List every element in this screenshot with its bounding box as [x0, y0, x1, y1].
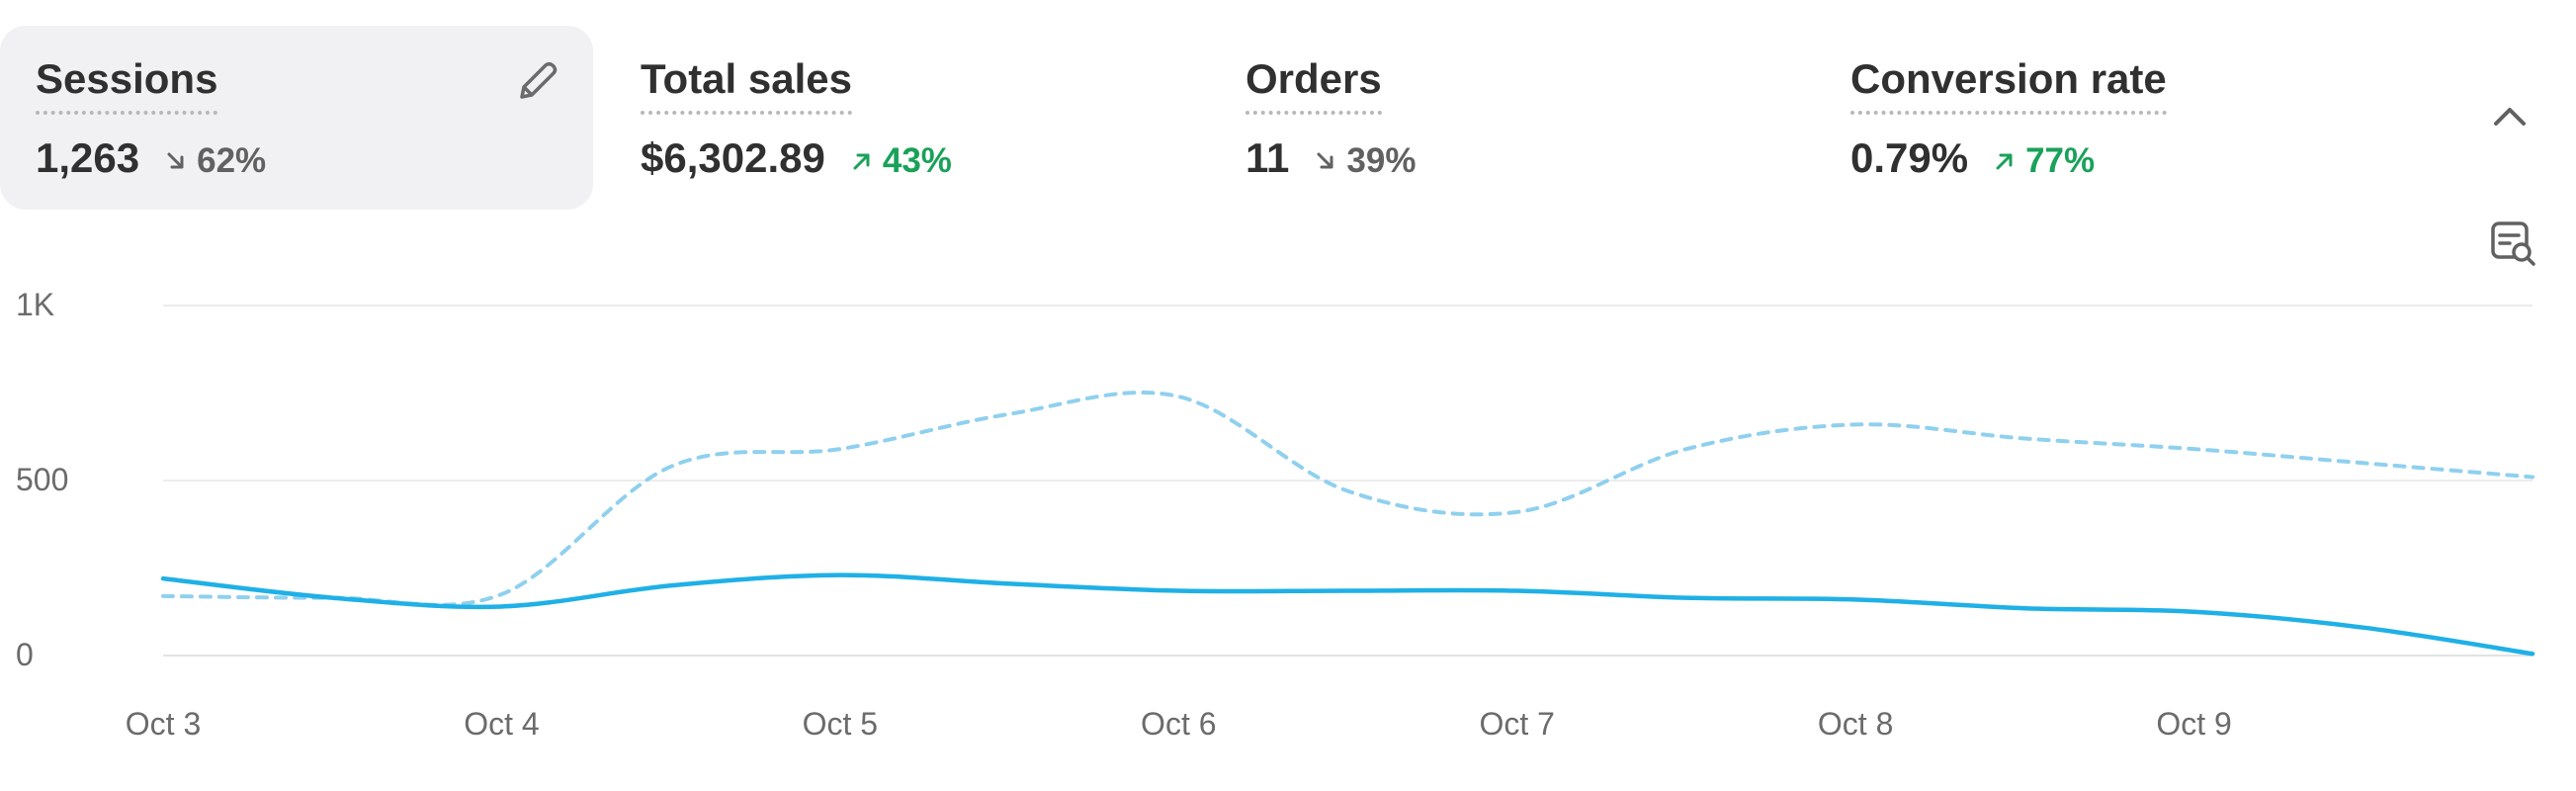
chart-search-icon [2491, 221, 2535, 266]
current-series-line [160, 572, 2535, 657]
x-tick-label: Oct 4 [464, 706, 539, 742]
metric-change-value: 43% [882, 141, 952, 180]
x-tick-label: Oct 5 [803, 706, 878, 742]
metric-value: 1,263 [36, 134, 140, 181]
arrow-down-right-icon [167, 152, 184, 169]
metric-change: 43% [851, 141, 952, 181]
comparison-series-line [161, 391, 2534, 607]
y-tick-label: 1K [16, 287, 54, 322]
metric-value: $6,302.89 [641, 134, 825, 181]
x-tick-label: Oct 6 [1141, 706, 1216, 742]
metric-label[interactable]: Sessions [36, 53, 218, 115]
metric-change-value: 62% [197, 141, 267, 180]
x-tick-label: Oct 3 [126, 706, 201, 742]
metric-label[interactable]: Conversion rate [1850, 53, 2167, 115]
metric-card-orders[interactable]: Orders 11 39% [1210, 26, 1803, 210]
metric-card-sessions[interactable]: Sessions 1,263 62% [0, 26, 593, 210]
x-tick-label: Oct 9 [2156, 706, 2231, 742]
arrow-up-right-icon [853, 153, 870, 170]
metric-card-conversion-rate[interactable]: Conversion rate 0.79% 77% [1815, 26, 2408, 210]
metric-change-value: 77% [2025, 141, 2096, 180]
metric-card-total-sales[interactable]: Total sales $6,302.89 43% [605, 26, 1198, 210]
x-tick-label: Oct 7 [1479, 706, 1554, 742]
metric-label[interactable]: Total sales [641, 53, 852, 115]
edit-metric-button[interactable] [510, 55, 563, 109]
metric-change: 77% [1994, 141, 2095, 181]
metric-change: 39% [1315, 141, 1416, 181]
metric-value: 11 [1245, 134, 1290, 181]
metric-label[interactable]: Orders [1245, 53, 1382, 115]
chevron-up-icon [2494, 108, 2526, 126]
x-tick-label: Oct 8 [1818, 706, 1893, 742]
metric-change: 62% [165, 141, 266, 181]
y-tick-label: 0 [16, 637, 34, 672]
collapse-button[interactable] [2483, 91, 2536, 144]
metric-value: 0.79% [1850, 134, 1969, 181]
arrow-up-right-icon [1996, 153, 2013, 170]
metric-change-value: 39% [1346, 141, 1417, 180]
y-tick-label: 500 [16, 462, 68, 497]
pencil-icon [520, 61, 558, 99]
sessions-line-chart: 0 500 1K Oct 3 Oct 4 Oct 5 Oct 6 Oct 7 Oct 8 Oct … [16, 287, 2535, 742]
arrow-down-right-icon [1317, 152, 1333, 169]
chart-filter-button[interactable] [2485, 216, 2540, 271]
